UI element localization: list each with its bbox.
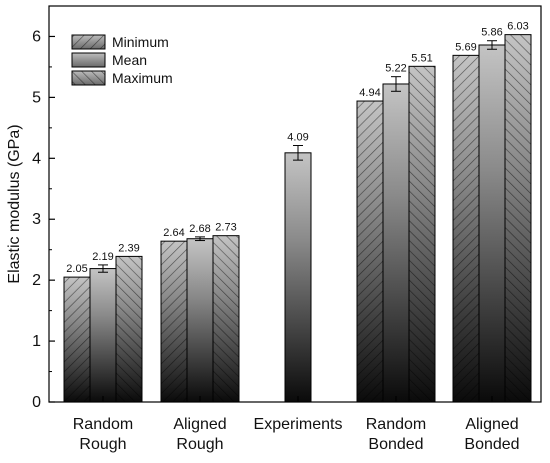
bars-layer [63,34,532,402]
bar-minimum-1 [160,240,188,402]
y-tick-label: 4 [32,150,41,167]
x-category-label-2: Experiments [254,416,343,433]
data-label-minimum-4: 5.69 [455,41,476,53]
bar-minimum-4 [452,54,480,402]
legend: Minimum Mean Maximum [71,34,173,86]
bar-maximum-3 [408,65,436,402]
data-label-maximum-4: 6.03 [507,21,528,33]
error-bars-layer [98,40,497,273]
x-category-label-1: Aligned Rough [173,416,226,453]
data-label-minimum-3: 4.94 [359,87,380,99]
data-label-mean-1: 2.68 [189,223,210,235]
y-tick-label: 0 [32,394,41,411]
plot-frame [48,5,542,403]
bar-minimum-0 [63,276,91,402]
bar-maximum-4 [504,34,532,402]
legend-label-maximum: Maximum [112,70,173,86]
y-tick-label: 5 [32,89,41,106]
error-bar-3 [391,76,401,92]
y-tick-label: 2 [32,272,41,289]
legend-label-minimum: Minimum [112,34,169,50]
bar-mean-3 [382,83,410,402]
y-axis: 0 1 2 3 4 5 6 [32,28,55,411]
error-bar-1 [195,236,205,242]
bar-mean-0 [89,268,117,402]
error-bar-2 [293,145,303,161]
error-bar-4 [487,40,497,50]
y-axis-title: Elastic modulus (GPa) [6,124,23,283]
bar-mean-2 [284,152,312,402]
bar-maximum-0 [115,255,143,402]
legend-label-mean: Mean [112,52,147,68]
y-tick-label: 6 [32,28,41,45]
bar-maximum-1 [212,235,240,402]
legend-item-maximum: Maximum [71,70,173,86]
data-label-minimum-1: 2.64 [163,227,184,239]
x-axis: Random Rough Aligned Rough Experiments Random… [73,396,520,453]
data-label-maximum-1: 2.73 [215,222,236,234]
y-tick-label: 3 [32,211,41,228]
bar-minimum-3 [356,100,384,402]
error-bar-0 [98,264,108,273]
data-label-mean-4: 5.86 [481,27,502,39]
x-category-label-3: Random Bonded [366,416,426,453]
x-category-label-4: Aligned Bonded [464,416,519,453]
data-label-mean-2: 4.09 [287,132,308,144]
data-labels-layer: 2.05 2.64 4.94 5.69 2.19 2.68 4.09 5.22 5.86 2.39… [66,21,528,275]
data-label-minimum-0: 2.05 [66,263,87,275]
legend-item-mean: Mean [71,52,147,68]
data-label-maximum-0: 2.39 [118,242,139,254]
bar-mean-1 [186,238,214,402]
y-tick-label: 1 [32,333,41,350]
bar-mean-4 [478,44,506,402]
x-category-label-0: Random Rough [73,416,133,453]
legend-item-minimum: Minimum [71,34,169,50]
data-label-maximum-3: 5.51 [411,52,432,64]
data-label-mean-0: 2.19 [92,251,113,263]
data-label-mean-3: 5.22 [385,63,406,75]
